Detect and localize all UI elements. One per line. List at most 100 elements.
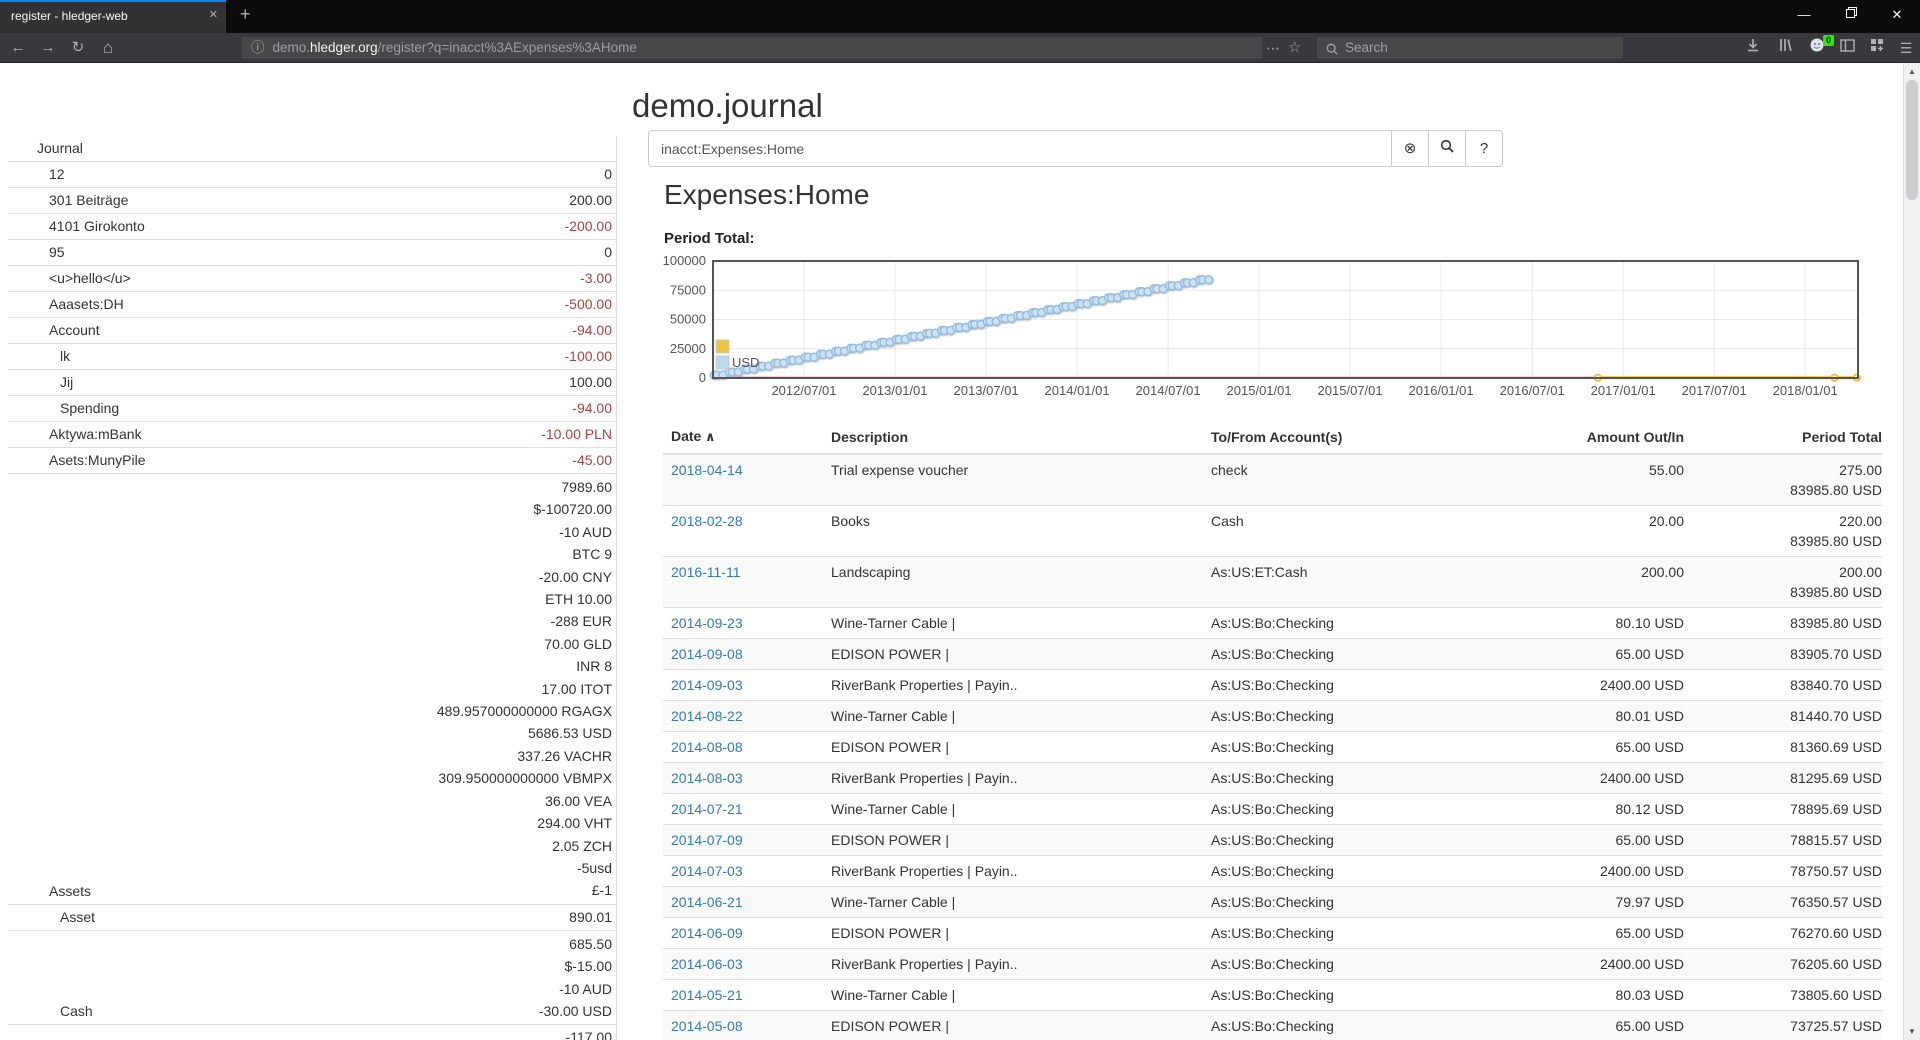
- sidebar-account-row[interactable]: 4101 Girokonto -200.00: [8, 213, 616, 239]
- forward-icon[interactable]: →: [40, 39, 56, 56]
- transaction-date-link[interactable]: 2014-09-08: [663, 638, 823, 670]
- transaction-date-link[interactable]: 2014-09-23: [663, 607, 823, 639]
- sidebar-account-row[interactable]: Assets 7989.60 $-100720.00 -10 AUD BTC 9 -20.…: [8, 473, 616, 904]
- register-row[interactable]: 2014-06-03 RiverBank Properties | Payin..…: [663, 948, 1882, 980]
- register-row[interactable]: 2014-07-21 Wine-Tarner Cable | As:US:Bo:Ch…: [663, 793, 1882, 825]
- back-icon[interactable]: ←: [10, 39, 26, 56]
- column-header[interactable]: To/From Account(s): [1203, 420, 1460, 455]
- account-name[interactable]: Journal: [37, 140, 83, 156]
- transaction-date-link[interactable]: 2014-07-09: [663, 824, 823, 856]
- reload-icon[interactable]: ↻: [71, 39, 85, 56]
- sidebar-account-row[interactable]: Asets:MunyPile -45.00: [8, 447, 616, 473]
- tab-close-icon[interactable]: ✕: [208, 9, 218, 21]
- clear-query-button[interactable]: ⊗: [1391, 130, 1429, 167]
- help-button[interactable]: ?: [1465, 130, 1503, 167]
- transaction-date-link[interactable]: 2014-06-09: [663, 917, 823, 949]
- account-name[interactable]: 4101 Girokonto: [49, 218, 145, 234]
- sidebar-account-row[interactable]: -117.00: [8, 1024, 616, 1040]
- window-restore-button[interactable]: [1839, 6, 1863, 22]
- sidebar-heading-row[interactable]: Journal: [8, 136, 616, 161]
- account-name[interactable]: Aaasets:DH: [49, 296, 124, 312]
- column-header[interactable]: Description: [823, 420, 1203, 455]
- account-name[interactable]: <u>hello</u>: [49, 270, 131, 286]
- sidebar-account-row[interactable]: lk -100.00: [8, 343, 616, 369]
- browser-tab[interactable]: register - hledger-web ✕: [0, 0, 226, 33]
- account-name[interactable]: Account: [49, 322, 100, 338]
- register-row[interactable]: 2014-07-09 EDISON POWER | As:US:Bo:Checkin…: [663, 824, 1882, 856]
- register-row[interactable]: 2014-07-03 RiverBank Properties | Payin..…: [663, 855, 1882, 887]
- register-row[interactable]: 2014-09-23 Wine-Tarner Cable | As:US:Bo:Ch…: [663, 607, 1882, 639]
- sidebar-account-row[interactable]: Aktywa:mBank -10.00 PLN: [8, 421, 616, 447]
- scrollbar-thumb[interactable]: [1906, 80, 1918, 200]
- account-name[interactable]: Asets:MunyPile: [49, 452, 146, 468]
- sidebar-account-row[interactable]: Jij 100.00: [8, 369, 616, 395]
- sidebar-toggle-icon[interactable]: [1834, 37, 1860, 59]
- transaction-date-link[interactable]: 2014-08-22: [663, 700, 823, 732]
- transaction-date-link[interactable]: 2014-05-21: [663, 979, 823, 1011]
- register-row[interactable]: 2014-06-21 Wine-Tarner Cable | As:US:Bo:Ch…: [663, 886, 1882, 918]
- extension-icon[interactable]: [1804, 37, 1830, 59]
- bookmark-star-icon[interactable]: ☆: [1288, 39, 1302, 56]
- downloads-icon[interactable]: [1740, 37, 1766, 59]
- column-header[interactable]: Period Total: [1692, 420, 1882, 455]
- account-name[interactable]: Asset: [60, 908, 96, 925]
- account-name[interactable]: lk: [60, 348, 71, 364]
- sidebar-account-row[interactable]: Cash 685.50 $-15.00 -10 AUD -30.00 USD: [8, 929, 616, 1025]
- transaction-date-link[interactable]: 2014-08-03: [663, 762, 823, 794]
- transaction-date-link[interactable]: 2014-07-03: [663, 855, 823, 887]
- column-header[interactable]: Date ∧: [663, 420, 823, 455]
- library-icon[interactable]: [1772, 37, 1798, 59]
- sidebar-account-row[interactable]: <u>hello</u> -3.00: [8, 265, 616, 291]
- register-row[interactable]: 2014-05-21 Wine-Tarner Cable | As:US:Bo:Ch…: [663, 979, 1882, 1011]
- transaction-date-link[interactable]: 2018-04-14: [663, 453, 823, 506]
- register-row[interactable]: 2014-06-09 EDISON POWER | As:US:Bo:Checkin…: [663, 917, 1882, 949]
- transaction-date-link[interactable]: 2016-11-11: [663, 556, 823, 608]
- register-row[interactable]: 2014-08-08 EDISON POWER | As:US:Bo:Checkin…: [663, 731, 1882, 763]
- sidebar-account-row[interactable]: Asset 890.01: [8, 903, 616, 930]
- page-actions-icon[interactable]: ⋯: [1266, 40, 1280, 56]
- account-name[interactable]: Cash: [60, 1003, 93, 1020]
- sidebar-account-row[interactable]: 12 0: [8, 161, 616, 187]
- transaction-date-link[interactable]: 2014-06-03: [663, 948, 823, 980]
- window-close-button[interactable]: ✕: [1891, 7, 1903, 22]
- account-name[interactable]: 12: [49, 166, 65, 182]
- transaction-date-link[interactable]: 2014-09-03: [663, 669, 823, 701]
- browser-search-field[interactable]: Search: [1317, 37, 1623, 59]
- query-input[interactable]: [648, 130, 1392, 167]
- url-bar[interactable]: ⓘ demo.hledger.org/register?q=inacct%3AEx…: [242, 37, 1262, 59]
- scrollbar-up-icon[interactable]: ▲: [1908, 67, 1916, 76]
- transaction-date-link[interactable]: 2018-02-28: [663, 505, 823, 557]
- site-info-icon[interactable]: ⓘ: [251, 40, 265, 55]
- sidebar-account-row[interactable]: Aaasets:DH -500.00: [8, 291, 616, 317]
- page-scrollbar[interactable]: ▲ ▼: [1903, 63, 1920, 1040]
- register-row[interactable]: 2014-09-03 RiverBank Properties | Payin..…: [663, 669, 1882, 701]
- search-button[interactable]: [1428, 130, 1466, 167]
- grid-apps-icon[interactable]: [1864, 37, 1890, 59]
- account-name[interactable]: Spending: [60, 400, 120, 416]
- scrollbar-down-icon[interactable]: ▼: [1908, 1027, 1916, 1036]
- sidebar-account-row[interactable]: Spending -94.00: [8, 395, 616, 421]
- register-row[interactable]: 2014-08-03 RiverBank Properties | Payin..…: [663, 762, 1882, 794]
- account-name[interactable]: 301 Beiträge: [49, 192, 129, 208]
- account-name[interactable]: Aktywa:mBank: [49, 426, 142, 442]
- transaction-date-link[interactable]: 2014-06-21: [663, 886, 823, 918]
- window-minimize-button[interactable]: —: [1797, 7, 1811, 22]
- register-row[interactable]: 2014-08-22 Wine-Tarner Cable | As:US:Bo:Ch…: [663, 700, 1882, 732]
- transaction-date-link[interactable]: 2014-08-08: [663, 731, 823, 763]
- menu-hamburger-icon[interactable]: ☰: [1899, 40, 1913, 56]
- register-row[interactable]: 2014-09-08 EDISON POWER | As:US:Bo:Checkin…: [663, 638, 1882, 670]
- sidebar-account-row[interactable]: 95 0: [8, 239, 616, 265]
- account-name[interactable]: Assets: [49, 882, 92, 899]
- new-tab-button[interactable]: +: [240, 4, 251, 24]
- sidebar-account-row[interactable]: Account -94.00: [8, 317, 616, 343]
- register-row[interactable]: 2014-05-08 EDISON POWER | As:US:Bo:Checkin…: [663, 1010, 1882, 1040]
- register-row[interactable]: 2018-04-14 Trial expense voucher check 55.0…: [663, 453, 1882, 506]
- column-header[interactable]: Amount Out/In: [1460, 420, 1692, 455]
- account-name[interactable]: Jij: [60, 374, 74, 390]
- transaction-date-link[interactable]: 2014-07-21: [663, 793, 823, 825]
- account-name[interactable]: 95: [49, 244, 65, 260]
- sidebar-account-row[interactable]: 301 Beiträge 200.00: [8, 187, 616, 213]
- register-row[interactable]: 2018-02-28 Books Cash 20.00 220.00 83985.80 U…: [663, 505, 1882, 557]
- register-row[interactable]: 2016-11-11 Landscaping As:US:ET:Cash 200.00…: [663, 556, 1882, 608]
- home-icon[interactable]: ⌂: [102, 38, 114, 57]
